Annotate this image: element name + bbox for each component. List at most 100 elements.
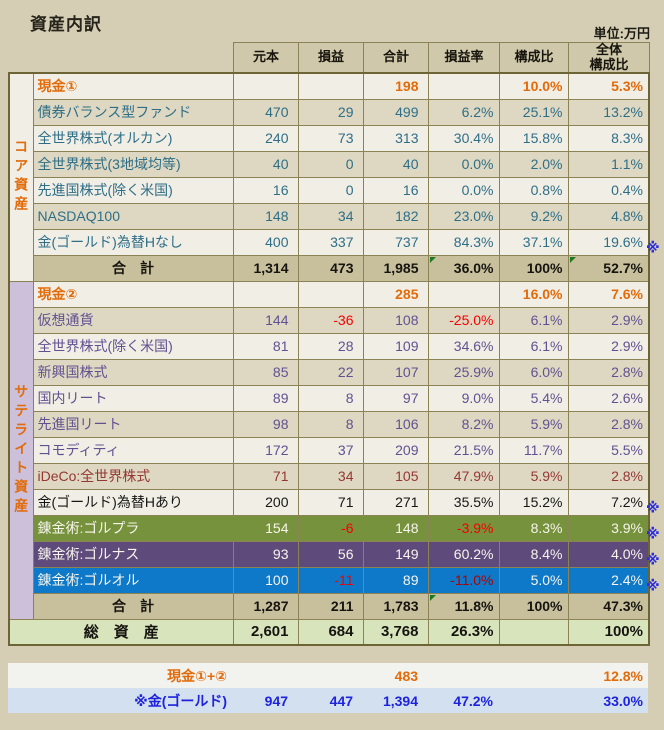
page-title: 資産内訳 (30, 15, 102, 34)
cell-profit: 34 (297, 462, 364, 490)
cell-total: 1,783 (362, 592, 429, 620)
cell-ratio: 8.3% (498, 514, 569, 542)
cell-principal (232, 280, 299, 308)
cell-profit-rate: 34.6% (427, 332, 500, 360)
table-row: 債券バランス型ファンド 470 29 499 6.2% 25.1% 13.2% (9, 98, 650, 126)
cell-profit-rate: 11.8% (427, 592, 500, 620)
comment-indicator-icon (429, 256, 436, 263)
table-row: 錬金術:ゴルオル 100 -11 89 -11.0% 5.0% 2.4% (9, 566, 650, 594)
table-row: 全世界株式(オルカン) 240 73 313 30.4% 15.8% 8.3% (9, 124, 650, 152)
grand-total-label: 総 資 産 (8, 618, 234, 646)
cell-principal: 100 (232, 566, 299, 594)
table-row: 元本 損益 合計 損益率 構成比 全体 構成比 (233, 42, 650, 73)
cell-profit: 22 (297, 358, 364, 386)
asset-label: 現金① (32, 72, 234, 100)
cell-overall-ratio: 4.0% (567, 540, 650, 568)
asset-label: 金(ゴールド)為替Hなし (32, 228, 234, 256)
asset-label: NASDAQ100 (32, 202, 234, 230)
column-header-principal: 元本 (233, 42, 299, 73)
subtotal-row-core: 合 計 1,314 473 1,985 36.0% 100% 52.7% (9, 254, 650, 282)
cell-profit-rate: 9.0% (427, 384, 500, 412)
cell-profit: 0 (297, 150, 364, 178)
cell-total: 97 (362, 384, 429, 412)
cell-ratio: 8.4% (498, 540, 569, 568)
table-row: 錬金術:ゴルプラ 154 -6 148 -3.9% 8.3% 3.9% (9, 514, 650, 542)
cell-profit: 8 (297, 410, 364, 438)
unit-label: 単位:万円 (593, 26, 650, 41)
note-asterisk: ※ (646, 525, 660, 542)
cell-profit (297, 72, 364, 100)
table-row: 金(ゴールド)為替Hあり 200 71 271 35.5% 15.2% 7.2% (9, 488, 650, 516)
cell-profit: 8 (297, 384, 364, 412)
table-row: 先進国株式(除く米国) 16 0 16 0.0% 0.8% 0.4% (9, 176, 650, 204)
cell-profit: 337 (297, 228, 364, 256)
cell-overall-ratio: 0.4% (567, 176, 650, 204)
cell-principal: 470 (232, 98, 299, 126)
cell-profit-rate: 8.2% (427, 410, 500, 438)
cell-principal (232, 72, 299, 100)
cell-overall-ratio: 12.8% (567, 663, 649, 689)
cell-principal: 81 (232, 332, 299, 360)
cell-ratio: 15.8% (498, 124, 569, 152)
cell-overall-ratio: 19.6% (567, 228, 650, 256)
footer-label: ※金(ゴールド) (8, 688, 233, 714)
comment-indicator-icon (569, 256, 576, 263)
table-row: 金(ゴールド)為替Hなし 400 337 737 84.3% 37.1% 19.… (9, 228, 650, 256)
footer-row-gold-total: ※金(ゴールド) 947 447 1,394 47.2% 33.0% (8, 688, 649, 714)
cell-total: 1,985 (362, 254, 429, 282)
cell-profit: 447 (297, 688, 363, 714)
cell-ratio: 10.0% (498, 72, 569, 100)
cell-principal (232, 663, 298, 689)
asset-label: 錬金術:ゴルプラ (32, 514, 234, 542)
column-header-overall-ratio: 全体 構成比 (568, 42, 650, 73)
column-header-total: 合計 (363, 42, 429, 73)
table-row: NASDAQ100 148 34 182 23.0% 9.2% 4.8% (9, 202, 650, 230)
footer-label: 現金①+② (8, 663, 233, 689)
asset-breakdown-report: 資産内訳 単位:万円 元本 損益 合計 損益率 構成比 全体 構成比 コア資産 … (0, 10, 664, 730)
cell-principal: 40 (232, 150, 299, 178)
subtotal-label: 合 計 (32, 592, 234, 620)
cell-overall-ratio: 2.4% (567, 566, 650, 594)
cell-overall-ratio: 2.8% (567, 358, 650, 386)
column-header-row: 元本 損益 合計 損益率 構成比 全体 構成比 (233, 42, 650, 73)
cell-total: 3,768 (362, 618, 429, 646)
asset-label: 錬金術:ゴルオル (32, 566, 234, 594)
cell-profit-rate: -25.0% (427, 306, 500, 334)
asset-label: 全世界株式(オルカン) (32, 124, 234, 152)
cell-overall-ratio: 2.9% (567, 332, 650, 360)
table-row: 仮想通貨 144 -36 108 -25.0% 6.1% 2.9% (9, 306, 650, 334)
cell-profit: -11 (297, 566, 364, 594)
cell-profit-rate: 35.5% (427, 488, 500, 516)
asset-label: 錬金術:ゴルナス (32, 540, 234, 568)
cell-ratio: 5.4% (498, 384, 569, 412)
cell-overall-ratio: 3.9% (567, 514, 650, 542)
cell-overall-ratio: 4.8% (567, 202, 650, 230)
cell-overall-ratio: 5.3% (567, 72, 650, 100)
cell-principal: 400 (232, 228, 299, 256)
cell-total: 109 (362, 332, 429, 360)
cell-profit (297, 663, 363, 689)
asset-label: 新興国株式 (32, 358, 234, 386)
table-row: 国内リート 89 8 97 9.0% 5.4% 2.6% (9, 384, 650, 412)
asset-label: 先進国株式(除く米国) (32, 176, 234, 204)
cell-profit-rate: 23.0% (427, 202, 500, 230)
cell-profit-rate: 0.0% (427, 176, 500, 204)
asset-label: iDeCo:全世界株式 (32, 462, 234, 490)
cell-principal: 71 (232, 462, 299, 490)
cell-overall-ratio: 2.6% (567, 384, 650, 412)
cell-overall-ratio: 2.8% (567, 462, 650, 490)
cell-total: 285 (362, 280, 429, 308)
cell-profit-rate: 6.2% (427, 98, 500, 126)
cell-ratio: 5.9% (498, 410, 569, 438)
cell-ratio: 16.0% (498, 280, 569, 308)
cell-overall-ratio: 7.2% (567, 488, 650, 516)
cell-profit (297, 280, 364, 308)
cell-total: 40 (362, 150, 429, 178)
table-row: コモディティ 172 37 209 21.5% 11.7% 5.5% (9, 436, 650, 464)
column-header-profit-rate: 損益率 (428, 42, 500, 73)
asset-label: 全世界株式(除く米国) (32, 332, 234, 360)
cell-profit-rate: -11.0% (427, 566, 500, 594)
asset-label: 国内リート (32, 384, 234, 412)
cell-total: 1,394 (362, 688, 428, 714)
cell-profit-rate: 30.4% (427, 124, 500, 152)
